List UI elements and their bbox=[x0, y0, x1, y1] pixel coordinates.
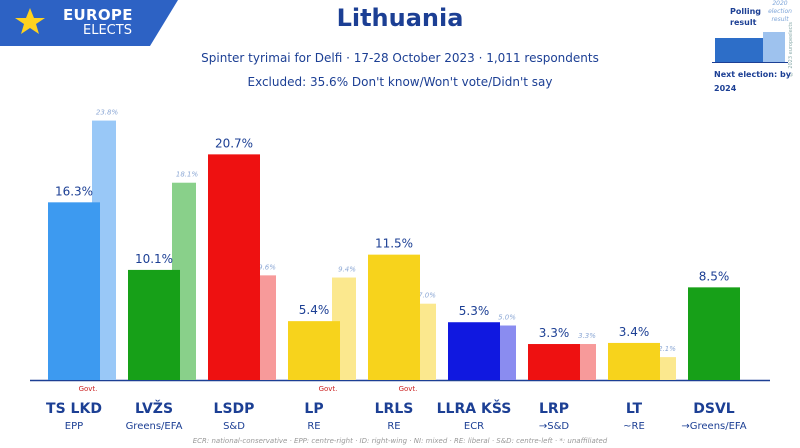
value-label-2: 20.7% bbox=[215, 136, 253, 150]
logo-banner-icon bbox=[0, 0, 178, 46]
bar-5 bbox=[448, 322, 500, 380]
group-label-7: ~RE bbox=[623, 421, 645, 432]
group-label-4: RE bbox=[387, 421, 400, 432]
legend-previous-swatch bbox=[763, 32, 785, 62]
party-label-0: TS LKD bbox=[46, 401, 102, 417]
bar-4 bbox=[368, 254, 420, 380]
previous-value-label-4: 7.0% bbox=[418, 292, 436, 300]
logo-text-elects: ELECTS bbox=[83, 23, 132, 38]
group-label-2: S&D bbox=[223, 421, 245, 432]
poll-subtitle: Spinter tyrimai for Delfi · 17-28 Octobe… bbox=[201, 51, 599, 65]
party-label-3: LP bbox=[304, 401, 323, 417]
group-label-0: EPP bbox=[65, 421, 83, 432]
previous-value-label-6: 3.3% bbox=[578, 332, 596, 340]
group-label-5: ECR bbox=[464, 421, 484, 432]
logo-text-europe: EUROPE bbox=[63, 6, 133, 24]
party-label-4: LRLS bbox=[375, 401, 414, 417]
footnote: ECR: national-conservative · EPP: centre… bbox=[192, 437, 608, 445]
previous-value-label-5: 5.0% bbox=[498, 314, 516, 322]
previous-value-label-7: 2.1% bbox=[658, 345, 676, 353]
party-label-6: LRP bbox=[539, 401, 569, 417]
previous-value-label-3: 9.4% bbox=[338, 266, 356, 274]
bar-2 bbox=[208, 154, 260, 380]
previous-value-label-0: 23.8% bbox=[96, 109, 119, 117]
bar-0 bbox=[48, 202, 100, 380]
govt-label-0: Govt. bbox=[79, 385, 98, 393]
group-label-3: RE bbox=[307, 421, 320, 432]
value-label-8: 8.5% bbox=[699, 269, 730, 283]
group-label-1: Greens/EFA bbox=[126, 421, 183, 432]
value-label-5: 5.3% bbox=[459, 304, 490, 318]
legend: Polling result 2020 election result © 20… bbox=[700, 0, 800, 100]
excluded-note: Excluded: 35.6% Don't know/Won't vote/Di… bbox=[247, 75, 553, 89]
value-label-3: 5.4% bbox=[299, 303, 330, 317]
party-label-5: LLRA KŠS bbox=[437, 399, 512, 417]
legend-previous-label: 2020 election result bbox=[768, 0, 792, 23]
value-label-6: 3.3% bbox=[539, 326, 570, 340]
value-label-4: 11.5% bbox=[375, 237, 413, 251]
party-label-1: LVŽS bbox=[135, 400, 173, 417]
legend-polling-swatch bbox=[715, 38, 763, 62]
party-label-7: LT bbox=[626, 401, 643, 417]
group-label-6: →S&D bbox=[539, 421, 570, 432]
bar-1 bbox=[128, 269, 180, 380]
legend-polling-label: Polling result bbox=[730, 7, 762, 27]
group-label-8: →Greens/EFA bbox=[681, 421, 746, 432]
previous-value-label-2: 9.6% bbox=[258, 263, 276, 271]
party-label-8: DSVL bbox=[693, 401, 735, 417]
bar-8 bbox=[688, 287, 740, 380]
legend-baseline bbox=[712, 62, 788, 63]
value-label-1: 10.1% bbox=[135, 252, 173, 266]
govt-label-4: Govt. bbox=[399, 385, 418, 393]
bar-7 bbox=[608, 342, 660, 380]
party-label-2: LSDP bbox=[214, 401, 255, 417]
bar-6 bbox=[528, 344, 580, 380]
page-title: Lithuania bbox=[336, 4, 464, 32]
next-election-label: Next election: by 2024 bbox=[714, 70, 791, 93]
bar-3 bbox=[288, 321, 340, 380]
value-label-7: 3.4% bbox=[619, 325, 650, 339]
europe-elects-logo: EUROPE ELECTS bbox=[0, 0, 180, 46]
value-label-0: 16.3% bbox=[55, 184, 93, 198]
govt-label-3: Govt. bbox=[319, 385, 338, 393]
previous-value-label-1: 18.1% bbox=[176, 171, 199, 179]
